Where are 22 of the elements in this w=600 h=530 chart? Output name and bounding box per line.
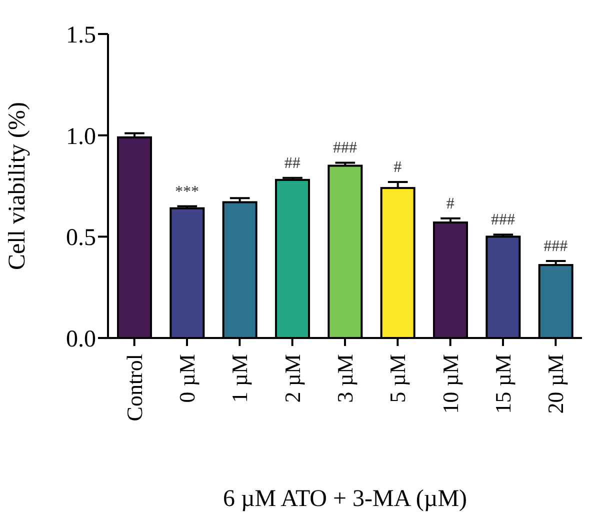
annotation: # xyxy=(394,158,402,176)
annotation: ## xyxy=(284,154,300,172)
y-tick-label: 1.0 xyxy=(66,124,96,150)
x-tick-label: 10 µM xyxy=(438,354,463,414)
x-tick-label: 15 µM xyxy=(490,354,516,414)
annotation: ### xyxy=(333,140,357,157)
y-tick-label: 0.5 xyxy=(66,225,96,252)
x-tick-label: 3 µM xyxy=(332,354,358,403)
x-tick-label: 2 µM xyxy=(280,354,305,403)
x-axis-title: 6 µM ATO + 3-MA (µM) xyxy=(222,486,468,513)
x-tick-label: 0 µM xyxy=(174,354,200,403)
annotation: ### xyxy=(544,238,568,255)
x-tick-label: Control xyxy=(122,354,147,422)
x-tick-label: 20 µM xyxy=(543,354,568,414)
x-tick-label: 5 µM xyxy=(385,354,410,403)
annotation: *** xyxy=(175,183,199,200)
annotation: ### xyxy=(491,212,515,229)
x-tick-label: 1 µM xyxy=(227,354,252,403)
annotation: # xyxy=(446,195,454,212)
y-tick-label: 1.5 xyxy=(66,22,96,49)
y-tick-label: 0.0 xyxy=(66,326,96,353)
y-axis-title: Cell viability (%) xyxy=(4,102,31,270)
